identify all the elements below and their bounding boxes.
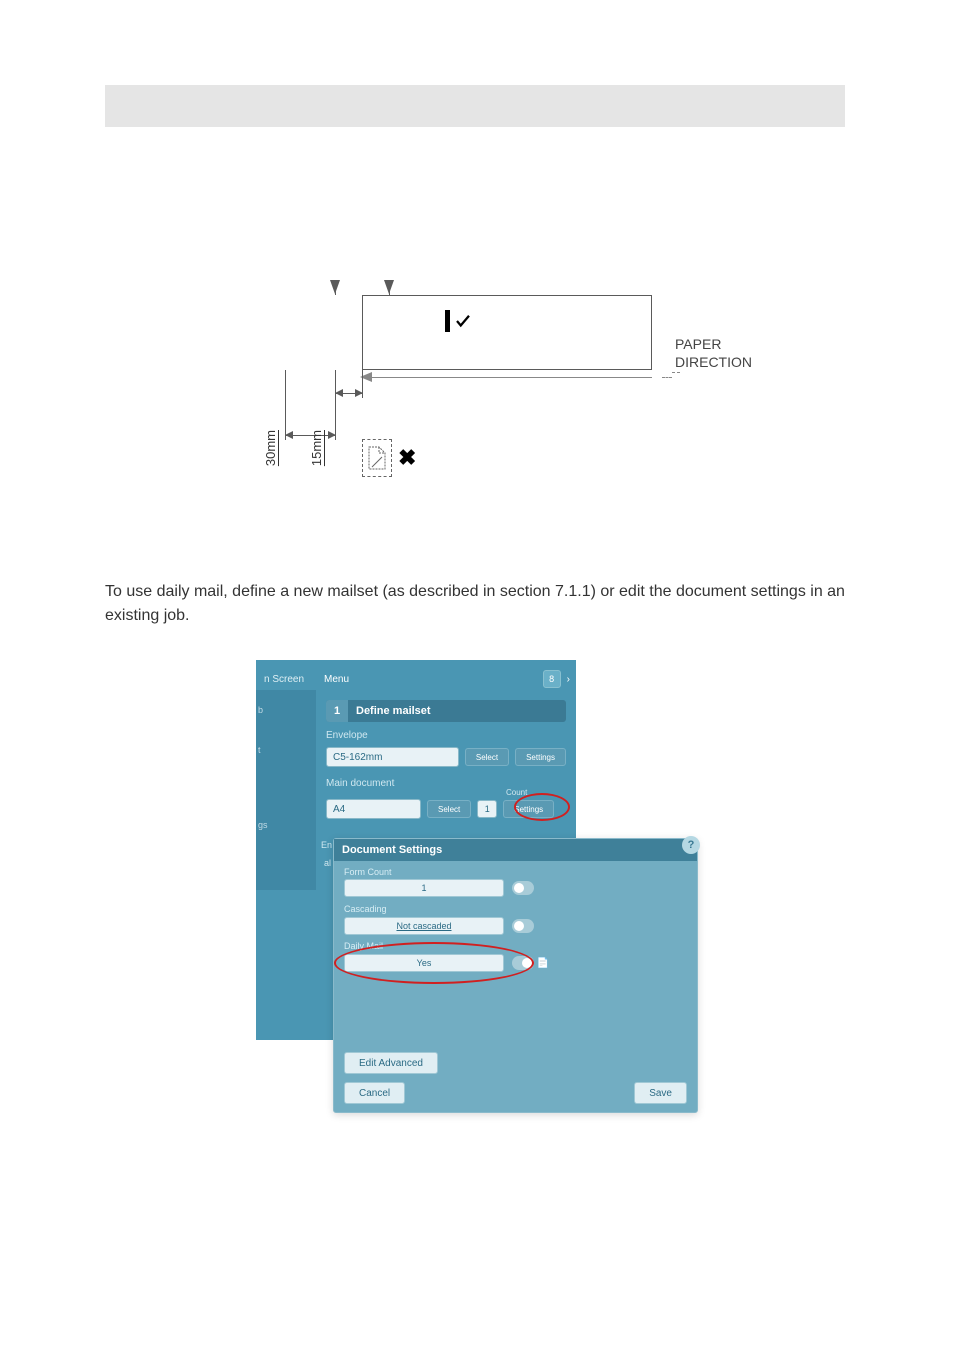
sidebar: b t gs: [256, 690, 316, 890]
select-button[interactable]: Select: [427, 800, 471, 818]
invalid-mark-area: ✖: [362, 435, 422, 480]
mark-tick: [445, 310, 450, 332]
step-title: Define mailset: [356, 705, 431, 717]
save-button[interactable]: Save: [634, 1082, 687, 1104]
body-text: To use daily mail, define a new mailset …: [105, 580, 845, 628]
mark-position-diagram: PAPER DIRECTION 30mm 15mm ✖: [285, 280, 685, 510]
measure-30mm: 30mm: [263, 430, 278, 466]
toggle-knob: [514, 883, 524, 893]
cascading-label: Cascading: [344, 904, 387, 914]
sidebar-frag: En: [321, 840, 332, 850]
cancel-button[interactable]: Cancel: [344, 1082, 405, 1104]
cascading-value: Not cascaded: [396, 921, 451, 931]
measure-guide: [335, 370, 336, 440]
form-count-value: 1: [421, 883, 426, 893]
check-icon: [454, 312, 472, 330]
header-badge[interactable]: 8: [543, 670, 561, 688]
select-button[interactable]: Select: [465, 748, 509, 766]
direction-dash: [662, 377, 672, 378]
screenshot-daily-mail: b t gs n Screen Menu 8 › 1 Define mailse…: [256, 660, 698, 1110]
help-icon[interactable]: ?: [682, 836, 700, 854]
sidebar-frag: b: [258, 705, 263, 715]
sidebar-frag: gs: [258, 820, 268, 830]
envelope-label: Envelope: [326, 730, 368, 741]
main-document-label: Main document: [326, 778, 394, 789]
envelope-value: C5-162mm: [326, 747, 459, 767]
paper-sheet: [362, 295, 652, 370]
arrow-right-icon: [328, 431, 336, 439]
highlight-circle: [514, 793, 570, 821]
header-bar: [105, 85, 845, 127]
envelope-row: C5-162mm Select Settings: [326, 746, 566, 768]
cascading-toggle[interactable]: [512, 919, 534, 933]
arrow-down-icon: [330, 280, 340, 294]
highlight-ellipse: [334, 942, 534, 984]
sidebar-frag: t: [258, 745, 261, 755]
edit-advanced-button[interactable]: Edit Advanced: [344, 1052, 438, 1074]
document-settings-popup: Document Settings ? Form Count 1 Cascadi…: [333, 838, 698, 1113]
arrow-right-icon: [355, 389, 363, 397]
arrow-down-icon: [384, 280, 394, 294]
header-arrow-icon: ›: [567, 674, 570, 685]
step-number: 1: [326, 700, 348, 722]
cross-icon: ✖: [398, 445, 416, 471]
screen-header-left: n Screen: [256, 674, 316, 685]
stamp-icon: [362, 439, 392, 477]
paper-direction-label: PAPER DIRECTION: [675, 335, 752, 371]
popup-header: Document Settings ?: [334, 839, 697, 861]
paper-direction-arrows: [362, 369, 662, 387]
cascading-field[interactable]: Not cascaded: [344, 917, 504, 935]
main-doc-value: A4: [326, 799, 421, 819]
sidebar-frag: al: [324, 858, 331, 868]
popup-title: Document Settings: [342, 844, 442, 856]
arrow-left-icon: [335, 389, 343, 397]
direction-dash: [672, 372, 680, 373]
direction-line: [362, 377, 652, 378]
count-value: 1: [477, 800, 497, 818]
measure-guide: [285, 370, 286, 440]
settings-button[interactable]: Settings: [515, 748, 566, 766]
form-count-toggle[interactable]: [512, 881, 534, 895]
measure-15mm: 15mm: [309, 430, 324, 466]
toggle-knob: [514, 921, 524, 931]
menu-button[interactable]: Menu: [316, 674, 543, 685]
form-count-label: Form Count: [344, 867, 392, 877]
valid-mark-area: [445, 306, 485, 336]
arrow-left-icon: [285, 431, 293, 439]
step-bar: 1 Define mailset: [326, 700, 566, 722]
screen-header: n Screen Menu 8 ›: [256, 668, 576, 690]
daily-mail-icon: 📄: [536, 956, 550, 970]
form-count-field[interactable]: 1: [344, 879, 504, 897]
